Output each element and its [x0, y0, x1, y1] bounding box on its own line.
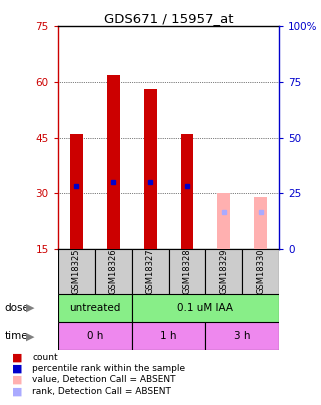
Text: 3 h: 3 h — [234, 331, 251, 341]
Text: ■: ■ — [13, 386, 23, 396]
Text: count: count — [32, 353, 58, 362]
Bar — [143, 90, 157, 249]
Bar — [132, 322, 205, 350]
Text: 0 h: 0 h — [86, 331, 103, 341]
Bar — [58, 294, 132, 322]
Text: ■: ■ — [13, 375, 23, 385]
Bar — [169, 249, 205, 294]
Bar — [58, 249, 95, 294]
Text: ■: ■ — [13, 364, 23, 373]
Title: GDS671 / 15957_at: GDS671 / 15957_at — [104, 12, 233, 25]
Bar — [107, 75, 120, 249]
Text: 1 h: 1 h — [160, 331, 177, 341]
Text: untreated: untreated — [69, 303, 120, 313]
Text: ▶: ▶ — [26, 303, 35, 313]
Text: percentile rank within the sample: percentile rank within the sample — [32, 364, 185, 373]
Bar — [242, 249, 279, 294]
Bar — [132, 249, 169, 294]
Bar — [95, 249, 132, 294]
Text: GSM18330: GSM18330 — [256, 249, 265, 294]
Bar — [254, 197, 267, 249]
Text: GSM18326: GSM18326 — [108, 249, 118, 294]
Text: rank, Detection Call = ABSENT: rank, Detection Call = ABSENT — [32, 387, 171, 396]
Bar — [132, 294, 279, 322]
Text: GSM18325: GSM18325 — [72, 249, 81, 294]
Text: 0.1 uM IAA: 0.1 uM IAA — [178, 303, 233, 313]
Text: ▶: ▶ — [26, 331, 35, 341]
Text: GSM18327: GSM18327 — [145, 249, 155, 294]
Bar — [70, 134, 83, 249]
Bar — [58, 322, 132, 350]
Text: GSM18328: GSM18328 — [182, 249, 192, 294]
Text: ■: ■ — [13, 352, 23, 362]
Text: dose: dose — [5, 303, 30, 313]
Text: GSM18329: GSM18329 — [219, 249, 229, 294]
Bar — [205, 249, 242, 294]
Bar — [217, 194, 230, 249]
Bar — [205, 322, 279, 350]
Text: value, Detection Call = ABSENT: value, Detection Call = ABSENT — [32, 375, 176, 384]
Bar — [180, 134, 194, 249]
Text: time: time — [5, 331, 29, 341]
